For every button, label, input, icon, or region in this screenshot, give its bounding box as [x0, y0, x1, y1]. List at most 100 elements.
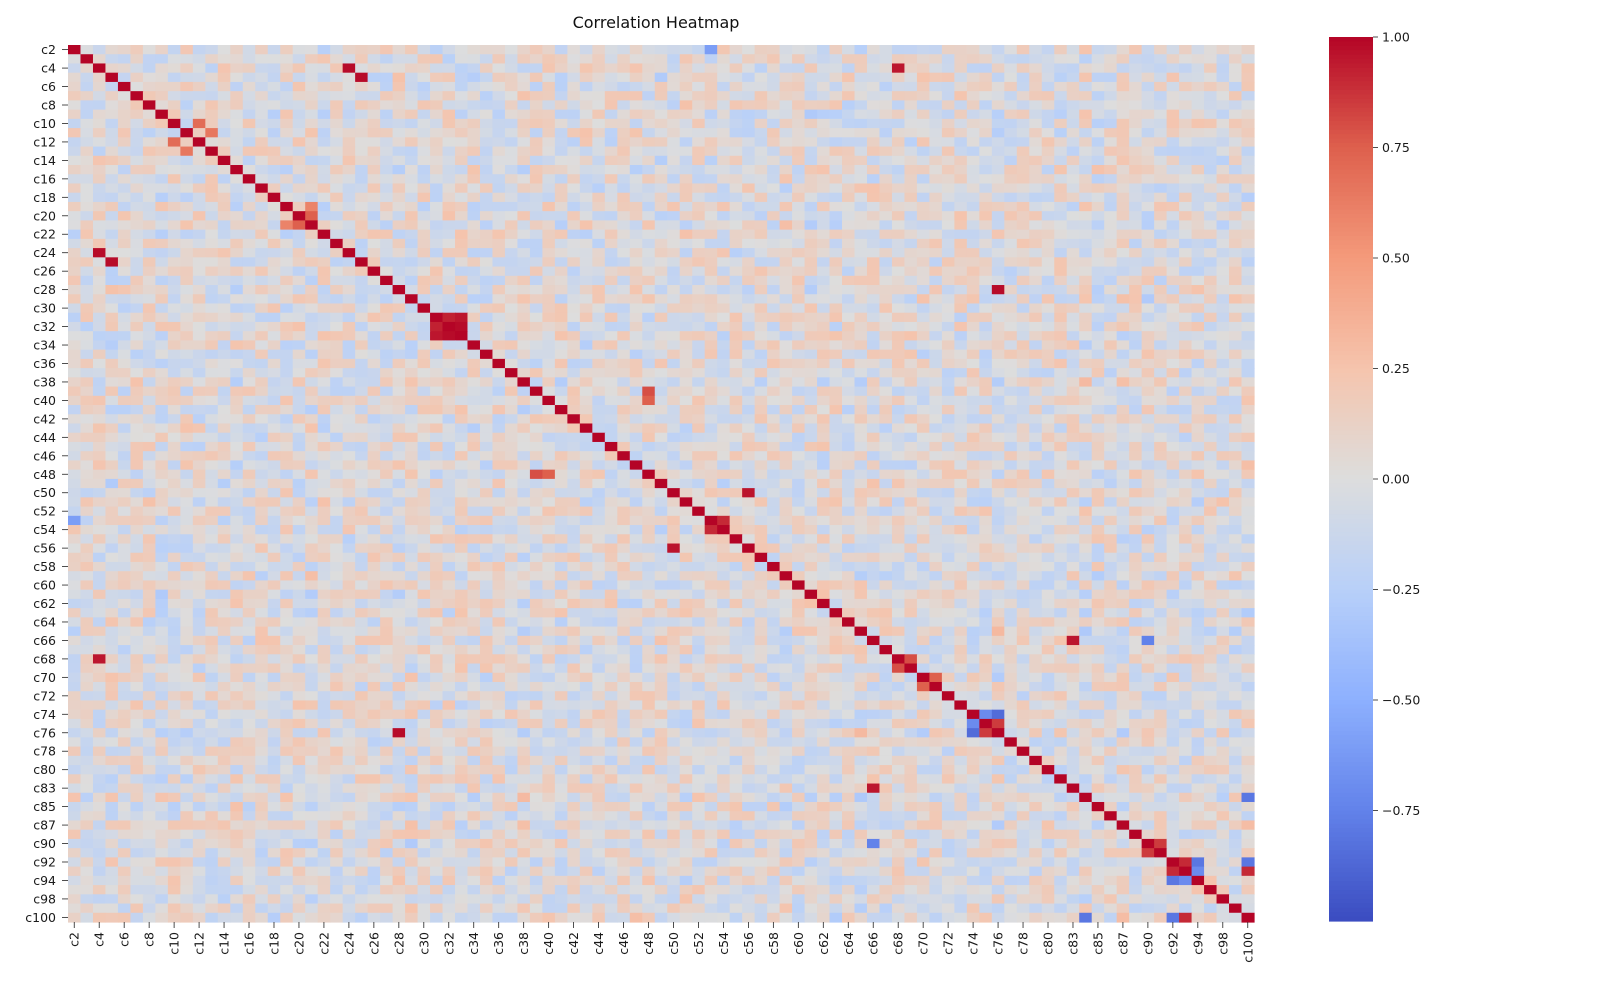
heatmap-cell [1029, 515, 1043, 526]
heatmap-cell [804, 54, 818, 65]
heatmap-cell [330, 211, 344, 221]
heatmap-cell [941, 386, 955, 397]
heatmap-cell [817, 285, 831, 295]
heatmap-cell [130, 432, 144, 443]
heatmap-cell [1141, 321, 1155, 332]
heatmap-cell [342, 91, 356, 101]
heatmap-cell [604, 386, 618, 397]
heatmap-cell [842, 63, 856, 74]
heatmap-cell [442, 63, 456, 74]
heatmap-cell [916, 423, 931, 434]
heatmap-cell [280, 266, 294, 277]
heatmap-cell [642, 91, 656, 101]
heatmap-cell [604, 525, 618, 535]
heatmap-cell [866, 174, 881, 185]
heatmap-cell [842, 81, 856, 92]
heatmap-cell [417, 165, 431, 175]
heatmap-cell [1179, 423, 1193, 434]
heatmap-cell [117, 275, 132, 286]
heatmap-cell [579, 377, 593, 388]
heatmap-cell [392, 109, 406, 120]
heatmap-cell [105, 395, 119, 406]
heatmap-cell [517, 248, 531, 258]
heatmap-cell [679, 377, 693, 388]
heatmap-cell [205, 238, 219, 249]
heatmap-cell [479, 174, 494, 185]
heatmap-cell [1154, 460, 1168, 471]
heatmap-cell [92, 414, 107, 425]
heatmap-cell [1141, 469, 1155, 480]
heatmap-cell [504, 211, 519, 221]
heatmap-cell [1216, 63, 1230, 74]
heatmap-cell [217, 100, 231, 111]
heatmap-cell [155, 478, 169, 489]
heatmap-cell [1041, 478, 1055, 489]
heatmap-cell [1204, 100, 1218, 111]
heatmap-cell [916, 488, 931, 498]
heatmap-cell [692, 525, 706, 535]
heatmap-cell [654, 515, 668, 526]
heatmap-cell [891, 478, 906, 489]
heatmap-cell [754, 525, 768, 535]
heatmap-cell [879, 321, 893, 332]
heatmap-cell [267, 229, 281, 240]
heatmap-cell [941, 432, 955, 443]
heatmap-cell [242, 118, 256, 129]
heatmap-cell [1179, 488, 1193, 498]
heatmap-cell [767, 386, 781, 397]
heatmap-cell [991, 405, 1005, 415]
heatmap-cell [479, 451, 494, 462]
heatmap-cell [941, 414, 955, 425]
heatmap-cell [1041, 405, 1055, 415]
heatmap-cell [380, 155, 394, 166]
heatmap-cell [455, 275, 469, 286]
heatmap-cell [92, 248, 107, 258]
heatmap-cell [1191, 515, 1205, 526]
heatmap-cell [842, 100, 856, 111]
heatmap-cell [941, 211, 955, 221]
heatmap-cell [804, 432, 818, 443]
heatmap-cell [1016, 368, 1030, 378]
heatmap-cell [904, 423, 918, 434]
heatmap-cell [479, 183, 494, 194]
heatmap-cell [717, 349, 731, 360]
heatmap-cell [1129, 91, 1143, 101]
heatmap-cell [504, 451, 519, 462]
heatmap-cell [342, 45, 356, 55]
heatmap-cell [492, 146, 506, 157]
heatmap-cell [592, 100, 606, 111]
heatmap-cell [355, 405, 369, 415]
heatmap-cell [554, 303, 568, 314]
heatmap-cell [1079, 451, 1093, 462]
heatmap-cell [1104, 109, 1118, 120]
heatmap-cell [767, 423, 781, 434]
heatmap-cell [979, 414, 993, 425]
heatmap-cell [355, 349, 369, 360]
heatmap-cell [442, 395, 456, 406]
heatmap-cell [1141, 257, 1155, 268]
heatmap-cell [155, 174, 169, 185]
heatmap-cell [679, 414, 693, 425]
heatmap-cell [779, 358, 793, 369]
heatmap-cell [1191, 414, 1205, 425]
heatmap-cell [1041, 303, 1055, 314]
heatmap-cell [1154, 377, 1168, 388]
heatmap-cell [68, 331, 82, 342]
heatmap-cell [1079, 432, 1093, 443]
heatmap-cell [1229, 266, 1243, 277]
heatmap-cell [829, 368, 843, 378]
heatmap-cell [442, 201, 456, 212]
heatmap-cell [792, 368, 806, 378]
heatmap-cell [742, 349, 756, 360]
heatmap-cell [317, 201, 331, 212]
heatmap-cell [991, 451, 1005, 462]
heatmap-cell [941, 460, 955, 471]
heatmap-cell [504, 72, 519, 83]
heatmap-cell [1241, 137, 1255, 148]
heatmap-cell [891, 238, 906, 249]
heatmap-cell [517, 432, 531, 443]
heatmap-cell [554, 238, 568, 249]
heatmap-cell [1179, 451, 1193, 462]
heatmap-cell [742, 220, 756, 231]
heatmap-cell [966, 54, 980, 65]
